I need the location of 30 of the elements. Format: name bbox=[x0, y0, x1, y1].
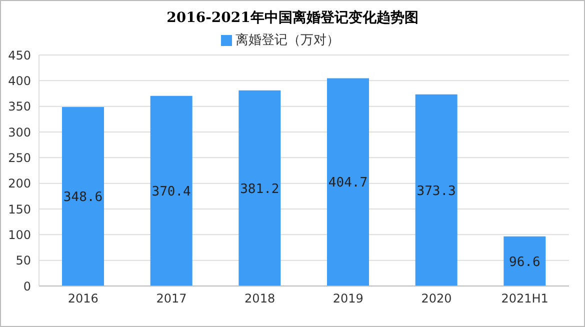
y-tick-label: 400 bbox=[8, 74, 31, 88]
bar bbox=[327, 78, 369, 286]
y-tick-label: 350 bbox=[8, 100, 31, 114]
y-tick-label: 0 bbox=[23, 279, 31, 294]
x-tick-label: 2020 bbox=[421, 292, 452, 306]
x-tick-label: 2019 bbox=[332, 292, 364, 306]
bar bbox=[62, 107, 104, 286]
data-label: 370.4 bbox=[152, 184, 192, 200]
data-label: 96.6 bbox=[509, 254, 540, 270]
bar bbox=[150, 96, 192, 286]
y-tick-label: 250 bbox=[8, 150, 31, 165]
x-tick-label: 2017 bbox=[156, 292, 187, 306]
bar bbox=[238, 90, 281, 286]
y-tick-label: 100 bbox=[8, 228, 31, 242]
y-tick-label: 300 bbox=[8, 125, 31, 140]
x-tick-label: 2018 bbox=[244, 292, 276, 306]
x-tick-label: 2016 bbox=[68, 292, 98, 306]
y-tick-label: 50 bbox=[16, 254, 31, 268]
y-tick-label: 200 bbox=[8, 176, 31, 191]
data-label: 373.3 bbox=[416, 184, 456, 199]
data-label: 381.2 bbox=[240, 182, 280, 197]
data-label: 348.6 bbox=[63, 190, 103, 206]
bar bbox=[415, 94, 458, 286]
x-tick-label: 2021H1 bbox=[501, 292, 548, 306]
data-label: 404.7 bbox=[328, 176, 368, 191]
bar bbox=[504, 236, 546, 286]
chart-title: 2016-2021年中国离婚登记变化趋势图 bbox=[166, 9, 420, 27]
y-tick-label: 150 bbox=[8, 202, 31, 216]
y-tick-label: 450 bbox=[8, 48, 31, 62]
legend-label: 离婚登记（万对） bbox=[236, 33, 340, 48]
